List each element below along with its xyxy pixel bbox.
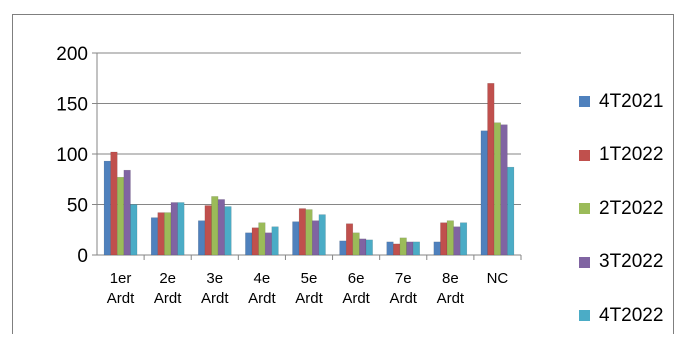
legend-swatch — [579, 310, 590, 322]
bar-2t2022-5 — [352, 232, 360, 256]
bar-3t2022-3 — [264, 232, 273, 256]
legend-item: 4T2021 — [579, 75, 663, 129]
bar-2t2022-4 — [305, 209, 313, 256]
x-tick-label-line2: Ardt — [389, 290, 417, 307]
bar-1t2022-2 — [204, 205, 212, 256]
y-tick-label: 150 — [56, 95, 88, 116]
bar-4t2021-1 — [150, 217, 159, 256]
x-tick-label: 3e — [206, 270, 223, 287]
legend-label: 2T2022 — [599, 197, 664, 219]
x-tick-label: 2e — [159, 270, 176, 287]
bar-4t2022-2 — [224, 206, 232, 256]
legend-label: 4T2022 — [599, 304, 664, 326]
bar-1t2022-0 — [110, 151, 118, 256]
bar-1t2022-3 — [251, 227, 259, 256]
bar-4t2021-7 — [433, 241, 441, 256]
bar-1t2022-5 — [345, 223, 354, 256]
legend-item: 3T2022 — [579, 236, 663, 290]
bar-2t2022-7 — [446, 220, 454, 256]
bar-chart: 0 50 100 150 200 1er Ardt 2e Ardt 3e Ardt 4e Ardt 5e A… — [56, 44, 522, 307]
bar-3t2022-5 — [359, 238, 367, 256]
bar-4t2021-2 — [198, 220, 206, 256]
bar-4t2021-3 — [245, 232, 253, 256]
bar-4t2022-3 — [271, 226, 279, 256]
legend-swatch — [579, 256, 590, 268]
x-tick-label: 7e — [395, 270, 412, 287]
chart-frame: 0 50 100 150 200 1er Ardt 2e Ardt 3e Ardt 4e Ardt 5e A… — [12, 14, 674, 334]
bar-4t2022-8 — [507, 166, 515, 256]
x-tick-label: 4e — [254, 270, 271, 287]
x-tick-label: NC — [487, 270, 509, 287]
bar-1t2022-7 — [440, 222, 448, 256]
legend-item: 1T2022 — [579, 129, 663, 183]
legend-label: 1T2022 — [599, 144, 664, 166]
bar-4t2021-4 — [292, 221, 300, 256]
bar-1t2022-4 — [298, 208, 306, 256]
bar-3t2022-8 — [500, 124, 508, 256]
x-tick-label-line2: Ardt — [154, 290, 182, 307]
x-tick-label-line2: Ardt — [295, 290, 323, 307]
bar-4t2021-8 — [480, 130, 488, 256]
legend-swatch — [579, 96, 590, 108]
chart-legend: 4T2021 1T2022 2T2022 3T2022 4T2022 — [579, 75, 663, 343]
bar-2t2022-1 — [164, 212, 172, 256]
bar-4t2022-7 — [459, 222, 468, 256]
x-tick-label-line2: Ardt — [201, 290, 229, 307]
bar-4t2022-6 — [412, 241, 420, 256]
bar-4t2022-4 — [318, 214, 326, 256]
x-tick-label-line2: Ardt — [248, 290, 276, 307]
bar-4t2022-1 — [177, 202, 185, 256]
x-tick-label-line2: Ardt — [437, 290, 465, 307]
legend-label: 3T2022 — [599, 251, 664, 273]
bar-2t2022-6 — [399, 237, 407, 256]
bar-4t2021-0 — [103, 160, 111, 256]
x-tick-label: 8e — [442, 270, 459, 287]
x-tick-label-line2: Ardt — [107, 290, 135, 307]
bar-4t2022-5 — [365, 239, 373, 256]
bar-2t2022-8 — [493, 122, 501, 256]
bar-4t2022-0 — [130, 204, 138, 256]
legend-label: 4T2021 — [599, 90, 664, 112]
x-tick-label: 1er — [110, 270, 132, 287]
bar-4t2021-6 — [386, 241, 394, 256]
bar-1t2022-8 — [487, 83, 495, 256]
y-tick-label: 50 — [67, 196, 88, 217]
bar-3t2022-2 — [217, 199, 225, 256]
bar-2t2022-2 — [211, 196, 219, 256]
y-tick-label: 0 — [77, 246, 88, 267]
x-tick-label-line2: Ardt — [342, 290, 370, 307]
x-tick-label: 5e — [301, 270, 318, 287]
y-tick-label: 200 — [56, 44, 88, 65]
bar-3t2022-4 — [312, 220, 320, 256]
bar-2t2022-0 — [117, 176, 125, 256]
bar-2t2022-3 — [258, 222, 266, 256]
bar-4t2021-5 — [339, 240, 347, 256]
bar-3t2022-6 — [406, 241, 414, 256]
bar-1t2022-1 — [157, 212, 165, 256]
bar-3t2022-7 — [453, 226, 461, 256]
bar-3t2022-1 — [170, 202, 178, 256]
legend-item: 4T2022 — [579, 289, 663, 343]
x-tick-label: 6e — [348, 270, 365, 287]
legend-swatch — [579, 149, 590, 161]
legend-swatch — [579, 203, 590, 215]
legend-item: 2T2022 — [579, 182, 663, 236]
y-tick-label: 100 — [56, 145, 88, 166]
bar-1t2022-6 — [393, 243, 401, 256]
bar-3t2022-0 — [123, 169, 131, 256]
